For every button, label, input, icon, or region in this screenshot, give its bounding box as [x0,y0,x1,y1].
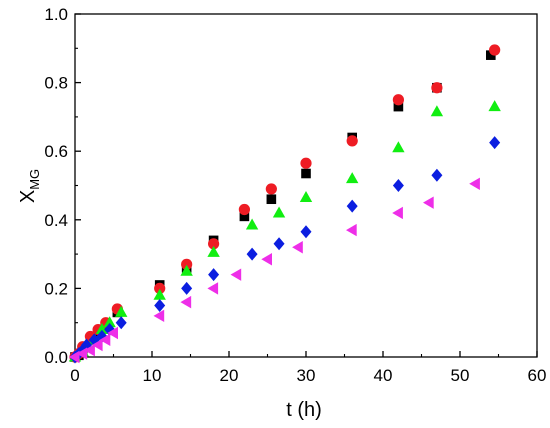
triangle-up-marker [488,100,501,112]
square-marker [301,168,311,179]
square-marker [393,101,404,112]
triangle-left-marker [153,309,165,323]
triangle-left-marker [76,347,88,360]
triangle-up-marker [346,172,359,184]
diamond-marker [392,179,404,192]
y-axis-label: XMG [17,169,42,203]
triangle-up-marker [95,323,109,335]
diamond-marker [208,268,220,282]
circle-marker [208,238,220,250]
x-tick-label: 10 [143,366,162,385]
circle-marker [392,94,404,106]
circle-marker [238,203,250,216]
triangle-up-marker [207,245,220,257]
circle-marker [300,157,312,169]
triangle-up-marker [103,316,116,328]
circle-marker [154,282,166,294]
triangle-left-marker [423,196,434,209]
square-marker [266,194,277,205]
circle-marker [265,183,277,195]
y-axis-label-subscript: MG [27,169,42,190]
x-tick-label: 20 [220,366,239,385]
x-tick-label: 40 [374,366,393,385]
triangle-up-marker [115,305,128,317]
diamond-marker [246,247,258,261]
diamond-marker [300,225,312,239]
y-tick-label: 0.4 [44,211,68,230]
y-tick-label: 0.2 [44,279,68,298]
triangle-left-marker [261,253,272,266]
y-axis-label-main: X [17,190,39,203]
diamond-marker [181,281,193,295]
plot-axes: 0 10 20 30 40 50 60 0.0 0.2 0.4 0.6 0.8 1.0 [44,5,546,385]
triangle-left-marker [230,268,242,281]
y-tick-label: 1.0 [44,5,68,24]
diamond-marker [154,299,166,313]
triangle-left-marker [469,177,480,190]
circle-marker [181,258,193,270]
x-tick-label: 60 [528,366,547,385]
triangle-left-marker [180,295,192,309]
diamond-marker [489,136,501,150]
triangle-up-marker [392,141,405,153]
triangle-left-marker [292,241,303,254]
plot-frame [74,13,538,358]
triangle-up-marker [245,218,259,230]
diamond-marker [115,316,127,330]
triangle-left-marker [207,282,219,295]
triangle-left-marker [392,206,403,220]
x-axis-label: t (h) [286,399,322,421]
triangle-left-marker [91,338,103,352]
x-tick-label: 50 [451,366,470,385]
circle-marker [431,82,443,94]
data-markers [68,44,501,364]
triangle-left-marker [346,223,357,237]
triangle-left-marker [68,350,80,364]
triangle-left-marker [107,326,118,340]
triangle-up-marker [153,288,166,300]
triangle-left-marker [84,343,95,357]
diamond-marker [273,237,285,251]
circle-marker [489,44,501,56]
square-marker [239,211,250,222]
square-marker [486,50,496,60]
x-tick-label: 0 [70,366,79,385]
triangle-up-marker [430,105,444,117]
triangle-left-marker [99,333,111,347]
y-tick-label: 0.8 [44,74,68,93]
y-tick-label: 0.0 [44,348,68,367]
y-tick-label: 0.6 [44,142,68,161]
x-tick-label: 30 [297,366,316,385]
circle-marker [346,135,358,147]
triangle-up-marker [272,206,286,218]
triangle-up-marker [180,264,193,276]
diamond-marker [431,168,443,182]
triangle-up-marker [299,191,313,203]
diamond-marker [346,199,358,213]
